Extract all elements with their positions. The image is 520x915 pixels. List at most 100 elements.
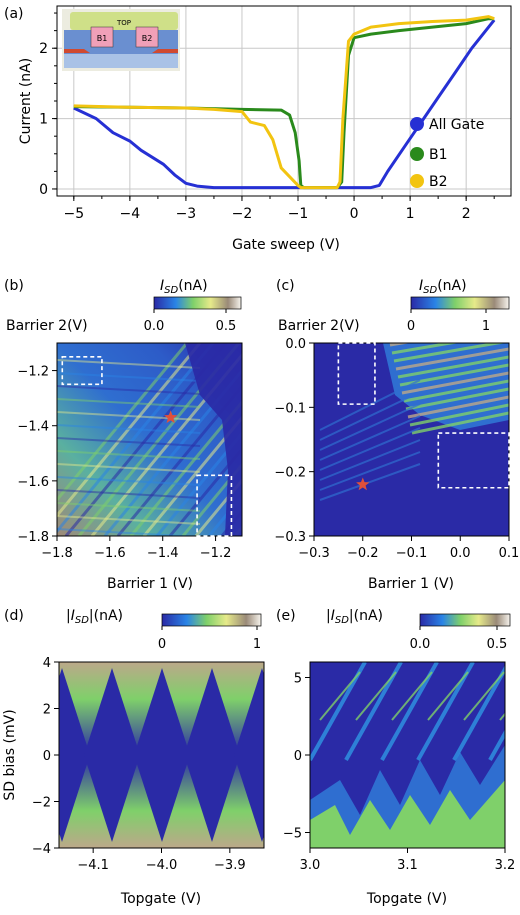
panel-b-colorbar (153, 296, 242, 310)
xtick-label: −3.9 (214, 858, 246, 873)
panel-a-xtick-label: 2 (462, 206, 471, 222)
resonance-line (319, 671, 361, 721)
inset-source-contact (64, 49, 90, 53)
resonance-line (319, 427, 421, 471)
dashed-region-box (437, 432, 510, 489)
series-line-b2 (73, 15, 495, 190)
panel-e-cbar-ticklabel: 0.5 (487, 637, 508, 652)
dashed-region-box (196, 474, 233, 537)
device-inset: TOP B1 B2 (62, 9, 180, 71)
resonance-line (409, 403, 509, 427)
resonance-line (57, 411, 201, 421)
resonance-line (403, 379, 509, 403)
xtick-label: 3.0 (300, 858, 321, 873)
panel-e-label: (e) (276, 608, 296, 624)
dashed-region-box (337, 342, 376, 405)
panel-c-xlabel: Barrier 1 (V) (368, 576, 454, 592)
inset-top-label: TOP (116, 19, 131, 27)
resonance-line (391, 671, 433, 721)
resonance-line (57, 437, 201, 447)
ytick-label: −0.3 (274, 530, 306, 545)
panel-e-cbar-ticklabel: 0.0 (410, 637, 431, 652)
inset-b1-gate (90, 26, 114, 48)
panel-a-xlabel: Gate sweep (V) (232, 237, 340, 253)
panel-d-label: (d) (4, 608, 24, 624)
panel-a-ylabel: Current (nA) (18, 58, 34, 144)
resonance-line (427, 671, 469, 721)
resonance-line (57, 450, 201, 460)
panel-d-colorbar (161, 613, 262, 627)
resonance-line (57, 398, 201, 408)
xtick-label: 3.1 (397, 858, 418, 873)
ytick-label: −0.2 (274, 466, 306, 481)
panel-d-coulomb-diamonds (59, 668, 264, 842)
panel-a-ytick-label: 0 (39, 182, 48, 198)
panel-d-ylabel: SD bias (mV) (2, 709, 18, 800)
resonance-line (391, 343, 460, 355)
xtick-label: −0.1 (396, 546, 428, 561)
panel-a-xtick-label: −1 (288, 206, 309, 222)
resonance-line (405, 387, 509, 411)
resonance-line (57, 343, 189, 503)
panel-b-ylabel: Barrier 2(V) (6, 318, 88, 334)
panel-c-ylabel: Barrier 2(V) (278, 318, 360, 334)
resonance-line (488, 729, 505, 761)
resonance-line (57, 424, 201, 434)
panel-d-heatmap (59, 662, 264, 848)
panel-b-frame (56, 342, 243, 537)
resonance-line (57, 359, 201, 369)
resonance-line (319, 391, 421, 441)
panel-c-ticks: −0.3 −0.2 −0.1 0.0 0.1 0.0 −0.1 −0.2 −0.3 (274, 337, 519, 561)
coulomb-diamond (59, 668, 90, 842)
resonance-line (411, 411, 509, 435)
ytick-label: 5 (294, 672, 302, 687)
legend-label-b1: B1 (429, 147, 448, 163)
resonance-line (57, 372, 201, 382)
ytick-label: 0 (294, 749, 302, 764)
panel-b-heatmap (57, 343, 242, 536)
panel-a-ticks: −5 −4 −3 −2 −1 0 1 2 0 1 2 (39, 12, 495, 222)
panel-a: (a) −5 −4 −3 −2 −1 0 1 2 0 1 2 Current (nA) Gate s… (4, 5, 512, 253)
panel-a-legend: All Gate B1 B2 (410, 117, 484, 190)
legend-label-b2: B2 (429, 174, 448, 190)
coulomb-diamond (134, 668, 190, 842)
legend-label-all-gate: All Gate (429, 117, 484, 133)
resonance-line (393, 343, 507, 363)
panel-d-cbar-ticklabel: 0 (158, 637, 166, 652)
inset-top-gate (70, 12, 178, 30)
resonance-line (319, 463, 421, 501)
resonance-line (57, 502, 201, 512)
resonance-line (142, 415, 242, 536)
star-marker (356, 477, 370, 491)
panel-a-label: (a) (4, 6, 24, 22)
panel-b-annotations (61, 355, 233, 537)
xtick-label: 0.1 (499, 546, 520, 561)
inset-b2-label: B2 (142, 34, 153, 43)
resonance-line (194, 478, 242, 536)
resonance-line (355, 671, 397, 721)
resonance-line (57, 463, 201, 473)
ytick-label: −1.2 (17, 365, 49, 380)
panel-e-resonance-lines (310, 662, 505, 761)
resonance-line (116, 384, 242, 536)
panel-d-ticks: −4.1 −4.0 −3.9 4 2 0 −2 −4 (32, 656, 246, 873)
panel-b-xlabel: Barrier 1 (V) (107, 576, 193, 592)
panel-e-xlabel: Topgate (V) (366, 891, 447, 907)
xtick-label: −4.1 (77, 858, 109, 873)
xtick-label: −0.3 (298, 546, 330, 561)
panel-c-colorbar-label: ISD(nA) (419, 278, 467, 296)
xtick-label: −1.6 (94, 546, 126, 561)
panel-e-colorbar-label: |ISD|(nA) (326, 608, 383, 626)
panel-b: (b) ISD(nA) 0.0 0.5 Barrier 2(V) −1.8 −1.… (4, 278, 243, 592)
xtick-label: −4.0 (146, 858, 178, 873)
resonance-line (57, 476, 201, 486)
dashed-region-box (61, 355, 103, 386)
panel-a-xtick-label: −4 (120, 206, 141, 222)
panel-a-xtick-label: −3 (176, 206, 197, 222)
panel-a-ytick-label: 2 (39, 41, 48, 57)
star-marker (164, 410, 178, 424)
resonance-line (395, 347, 509, 371)
series-line-all-gate (73, 19, 496, 190)
xtick-label: −1.4 (147, 546, 179, 561)
